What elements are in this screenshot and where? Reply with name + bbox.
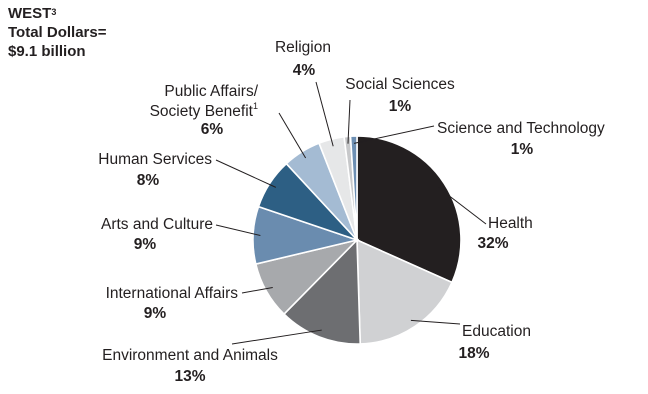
pct-education: 18% bbox=[458, 345, 489, 362]
slice-science-and-technology bbox=[349, 135, 358, 241]
label-arts-and-culture: Arts and Culture bbox=[101, 216, 213, 233]
leader-arts-and-culture bbox=[215, 224, 261, 236]
leader-social-sciences bbox=[347, 99, 351, 144]
leader-human-services bbox=[215, 159, 277, 188]
leader-public-affairs-society-benefit bbox=[278, 112, 307, 159]
pct-social-sciences: 1% bbox=[389, 98, 412, 115]
leader-education bbox=[410, 319, 461, 325]
total-label: Total Dollars= bbox=[8, 24, 107, 41]
chart-heading: WEST3 Total Dollars= $9.1 billion bbox=[8, 4, 107, 61]
pie-slices bbox=[252, 135, 462, 345]
pct-health: 32% bbox=[477, 235, 508, 252]
label-international-affairs: International Affairs bbox=[106, 285, 239, 302]
label-health: Health bbox=[488, 215, 533, 232]
pct-arts-and-culture: 9% bbox=[134, 236, 157, 253]
slice-education bbox=[356, 238, 454, 345]
slice-environment-and-animals bbox=[282, 238, 362, 345]
label-environment-and-animals: Environment and Animals bbox=[102, 347, 278, 364]
leader-science-and-technology bbox=[353, 125, 435, 144]
leader-international-affairs bbox=[241, 286, 273, 294]
pct-science-and-technology: 1% bbox=[511, 141, 534, 158]
label-religion: Religion bbox=[275, 39, 331, 56]
leader-religion bbox=[315, 81, 334, 147]
label-human-services: Human Services bbox=[98, 151, 212, 168]
total-amount: $9.1 billion bbox=[8, 43, 86, 60]
pct-international-affairs: 9% bbox=[144, 305, 167, 322]
region-footnote: 3 bbox=[51, 7, 57, 17]
pct-public-affairs-society-benefit: 6% bbox=[201, 121, 224, 138]
slice-labels: Health 32% Education 18% Environment and Ani… bbox=[98, 39, 605, 385]
pct-religion: 4% bbox=[293, 62, 316, 79]
label-education: Education bbox=[462, 323, 531, 340]
pct-environment-and-animals: 13% bbox=[174, 368, 205, 385]
label-social-sciences: Social Sciences bbox=[345, 76, 455, 93]
region-line: WEST3 bbox=[8, 4, 107, 23]
region-name: WEST bbox=[8, 5, 52, 22]
pct-human-services: 8% bbox=[137, 172, 160, 189]
label-science-and-technology: Science and Technology bbox=[437, 120, 605, 137]
leader-health bbox=[437, 186, 487, 225]
leader-lines bbox=[215, 81, 487, 345]
leader-environment-and-animals bbox=[231, 329, 322, 345]
slice-health bbox=[356, 135, 462, 284]
label-public-affairs-society-benefit: Public Affairs/Society Benefit1 bbox=[150, 83, 259, 120]
